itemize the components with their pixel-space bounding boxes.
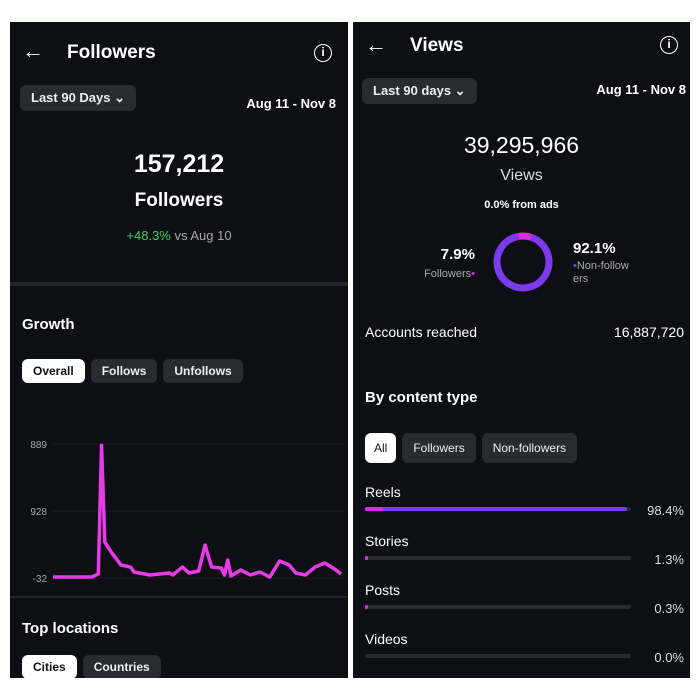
change-line: +48.3% vs Aug 10 bbox=[10, 228, 348, 243]
back-arrow-icon[interactable]: ← bbox=[365, 32, 387, 57]
content-type-value: 0.0% bbox=[654, 650, 684, 665]
content-type-value: 0.3% bbox=[654, 601, 684, 616]
content-tabs: All Followers Non-followers bbox=[365, 433, 578, 463]
tab-non-followers[interactable]: Non-followers bbox=[481, 433, 578, 463]
tab-overall[interactable]: Overall bbox=[22, 359, 85, 383]
nonfollowers-legend-label: Non-follow ers bbox=[573, 260, 629, 285]
y-tick-label: 928 bbox=[30, 507, 47, 518]
page-title: Views bbox=[410, 35, 464, 56]
tab-countries[interactable]: Countries bbox=[82, 655, 161, 678]
views-panel: ← Views i Last 90 days ⌄ Aug 11 - Nov 8 … bbox=[353, 22, 690, 678]
nonfollowers-pct: 92.1% bbox=[573, 240, 616, 257]
content-type-label: Posts bbox=[365, 582, 401, 598]
content-type-label: Reels bbox=[365, 484, 401, 500]
followers-count: 157,212 bbox=[133, 150, 225, 178]
info-icon[interactable]: i bbox=[314, 44, 332, 62]
followers-bar-fill bbox=[365, 556, 368, 560]
nonfollowers-bar-fill bbox=[365, 507, 627, 511]
content-type-value: 98.4% bbox=[647, 503, 684, 518]
content-type-bar bbox=[365, 556, 631, 560]
accounts-reached-label: Accounts reached bbox=[365, 324, 478, 340]
content-type-bar bbox=[365, 654, 631, 658]
change-suffix: vs Aug 10 bbox=[174, 228, 232, 243]
y-tick-label: -32 bbox=[33, 574, 48, 585]
tab-cities[interactable]: Cities bbox=[22, 655, 77, 678]
followers-label: Followers bbox=[134, 190, 224, 211]
views-count: 39,295,966 bbox=[463, 132, 580, 158]
tab-unfollows[interactable]: Unfollows bbox=[163, 359, 243, 383]
followers-bar-fill bbox=[365, 605, 368, 609]
period-dropdown[interactable]: Last 90 days ⌄ bbox=[362, 78, 477, 104]
content-type-label: Stories bbox=[365, 533, 409, 549]
back-arrow-icon[interactable]: ← bbox=[22, 38, 44, 63]
divider bbox=[10, 282, 348, 286]
location-tabs: Cities Countries bbox=[22, 655, 161, 678]
content-type-label: Videos bbox=[365, 631, 408, 647]
chevron-down-icon: ⌄ bbox=[454, 83, 466, 98]
growth-title: Growth bbox=[22, 316, 75, 333]
content-type-value: 1.3% bbox=[654, 552, 684, 567]
growth-chart: 889 928 -32 bbox=[30, 440, 345, 585]
divider bbox=[10, 596, 348, 598]
tab-followers[interactable]: Followers bbox=[402, 433, 476, 463]
date-range: Aug 11 - Nov 8 bbox=[246, 96, 336, 111]
followers-bar-fill bbox=[365, 507, 384, 511]
y-tick-label: 889 bbox=[30, 440, 47, 451]
top-locations-title: Top locations bbox=[22, 620, 119, 637]
nonfollowers-legend: •Non-follow ers bbox=[573, 260, 645, 286]
content-type-bar bbox=[365, 605, 631, 609]
page-title: Followers bbox=[67, 42, 156, 63]
growth-tabs: Overall Follows Unfollows bbox=[22, 359, 243, 383]
followers-legend: Followers• bbox=[393, 268, 475, 280]
tab-all[interactable]: All bbox=[365, 433, 397, 463]
followers-panel: ← Followers i Last 90 Days ⌄ Aug 11 - No… bbox=[10, 22, 348, 678]
nonfollowers-dot-icon: • bbox=[573, 260, 577, 272]
tab-follows[interactable]: Follows bbox=[90, 359, 158, 383]
period-label: Last 90 Days bbox=[31, 90, 111, 105]
content-type-title: By content type bbox=[365, 389, 478, 406]
chevron-down-icon: ⌄ bbox=[114, 90, 126, 105]
period-dropdown[interactable]: Last 90 Days ⌄ bbox=[20, 85, 137, 111]
ads-share: 0.0% from ads bbox=[484, 199, 559, 211]
nonfollowers-slice bbox=[493, 232, 553, 292]
followers-legend-label: Followers bbox=[424, 268, 472, 280]
followers-slice bbox=[493, 232, 553, 292]
followers-pct: 7.9% bbox=[440, 246, 475, 263]
date-range: Aug 11 - Nov 8 bbox=[596, 82, 686, 97]
growth-line bbox=[53, 443, 343, 579]
views-donut-chart bbox=[493, 232, 553, 292]
period-label: Last 90 days bbox=[373, 83, 452, 98]
change-value: +48.3% bbox=[126, 228, 171, 243]
content-type-bar bbox=[365, 507, 631, 511]
followers-dot-icon: • bbox=[471, 268, 475, 280]
accounts-reached-value: 16,887,720 bbox=[613, 324, 684, 340]
views-label: Views bbox=[500, 167, 543, 184]
info-icon[interactable]: i bbox=[660, 36, 678, 54]
